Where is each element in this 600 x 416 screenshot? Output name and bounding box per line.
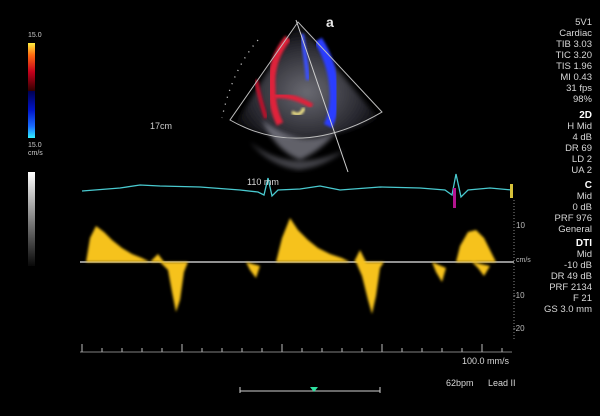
doppler-unit-label: cm/s (516, 257, 531, 264)
param-line: Mid (576, 249, 592, 260)
doppler-tick-label: 10 (516, 221, 525, 230)
velocity-colorbar-negative (28, 91, 35, 138)
param-line: 98% (572, 94, 592, 105)
param-line: GS 3.0 mm (543, 304, 592, 315)
grayscale-bar (28, 172, 35, 266)
sweep-speed-label: 100.0 mm/s (462, 356, 510, 366)
ecg-end-marker (510, 184, 513, 198)
param-line: PRF 2134 (549, 282, 592, 293)
colorbar-unit: cm/s (28, 150, 43, 157)
param-line: MI 0.43 (560, 72, 592, 83)
section-header-2d: 2D (579, 110, 592, 121)
param-line: 0 dB (572, 202, 592, 213)
colorbar-top-value: 15.0 (28, 32, 42, 39)
param-line: Cardiac (559, 28, 592, 39)
parameters-2d: 2D H Mid 4 dB DR 69 LD 2 UA 2 (565, 110, 592, 176)
parameters-dti: DTI Mid -10 dB DR 49 dB PRF 2134 F 21 GS… (544, 238, 592, 315)
time-axis-ticks (81, 344, 503, 352)
param-line: DR 49 dB (550, 271, 592, 282)
parameters-color: C Mid 0 dB PRF 976 General (555, 180, 593, 235)
param-line: 5V1 (575, 17, 592, 28)
param-line: General (558, 224, 592, 235)
param-line: H Mid (567, 121, 592, 132)
ecg-cursor-marker (453, 188, 456, 208)
doppler-tick-label: -10 (513, 291, 525, 300)
section-header-c: C (584, 180, 592, 191)
param-line: TIS 1.96 (556, 61, 592, 72)
section-header-dti: DTI (575, 238, 592, 249)
depth-label: 17cm (150, 121, 173, 131)
param-line: Mid (576, 191, 592, 202)
parameters-general: 5V1 Cardiac TIB 3.03 TIC 3.20 TIS 1.96 M… (556, 17, 592, 105)
ecg-trace (81, 173, 513, 199)
orientation-marker: a (326, 14, 334, 30)
ecg-lead-label: Lead II (488, 378, 516, 388)
sector-image (229, 19, 383, 173)
colorbar-bottom-value: 15.0 (28, 142, 42, 149)
param-line: F 21 (572, 293, 592, 304)
param-line: TIC 3.20 (555, 50, 592, 61)
doppler-tick-label: -20 (513, 324, 525, 333)
ecg-label: 110 mm (247, 177, 279, 187)
param-line: TIB 3.03 (556, 39, 592, 50)
param-line: -10 dB (564, 260, 592, 271)
cine-position-marker[interactable] (310, 387, 318, 392)
doppler-waveform (86, 218, 496, 314)
depth-scale (221, 39, 259, 119)
param-line: UA 2 (571, 165, 592, 176)
param-line: 31 fps (566, 83, 592, 94)
heart-rate-label: 62bpm (446, 378, 474, 388)
param-line: PRF 976 (554, 213, 593, 224)
param-line: 4 dB (572, 132, 592, 143)
param-line: DR 69 (565, 143, 592, 154)
cine-scrollbar[interactable] (239, 387, 381, 393)
velocity-colorbar-positive (28, 43, 35, 91)
param-line: LD 2 (571, 154, 592, 165)
